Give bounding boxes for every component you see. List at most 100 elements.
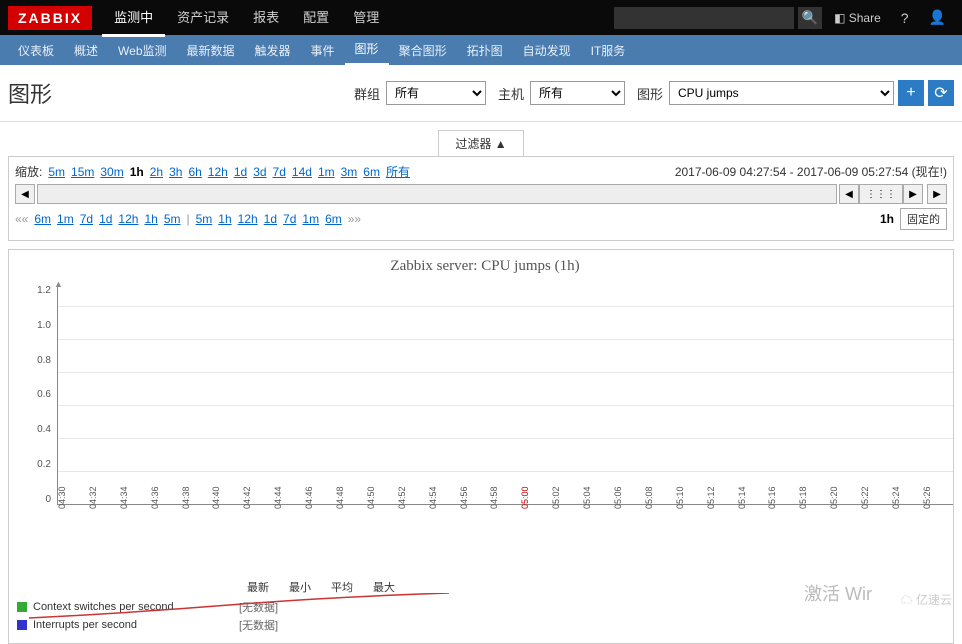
chart-body: 1.21.00.80.60.40.20 ▲ xyxy=(17,285,953,505)
graph-label: 图形 xyxy=(637,84,663,103)
nav-link[interactable]: 6m xyxy=(325,212,342,226)
sub-nav-item[interactable]: 仪表板 xyxy=(8,36,64,65)
top-nav-item[interactable]: 资产记录 xyxy=(165,0,241,37)
nav-link[interactable]: 1h xyxy=(144,212,157,226)
help-icon[interactable]: ? xyxy=(893,10,917,26)
slider-handle-mid[interactable]: ⋮⋮⋮ xyxy=(859,184,903,204)
sub-nav-item[interactable]: 最新数据 xyxy=(177,36,245,65)
filter-toggle[interactable]: 过滤器 ▲ xyxy=(438,130,523,156)
nav-sep: | xyxy=(186,212,189,226)
zoom-link[interactable]: 7d xyxy=(273,165,286,179)
nav-link[interactable]: 1m xyxy=(302,212,319,226)
y-tick: 1.2 xyxy=(17,285,51,296)
search-input[interactable] xyxy=(614,7,794,29)
zoom-link[interactable]: 30m xyxy=(100,165,123,179)
zoom-link[interactable]: 5m xyxy=(48,165,65,179)
filter-host: 主机 所有 xyxy=(498,81,625,105)
sub-nav: 仪表板概述Web监测最新数据触发器事件图形聚合图形拓扑图自动发现IT服务 xyxy=(0,35,962,65)
nav-link[interactable]: 12h xyxy=(238,212,258,226)
nav-link[interactable]: 5m xyxy=(196,212,213,226)
y-tick: 0.8 xyxy=(17,355,51,366)
zoom-link[interactable]: 3h xyxy=(169,165,182,179)
top-nav-item[interactable]: 管理 xyxy=(341,0,391,37)
zoom-link[interactable]: 6h xyxy=(188,165,201,179)
add-button[interactable]: + xyxy=(898,80,924,106)
slider-handle-left[interactable]: ◀ xyxy=(839,184,859,204)
current-range: 1h xyxy=(880,212,894,226)
top-nav-item[interactable]: 监测中 xyxy=(102,0,165,37)
zoom-link[interactable]: 2h xyxy=(150,165,163,179)
nav-links: «« 6m 1m 7d 1d 12h 1h 5m | 5m 1h 12h 1d 7d 1m 6m »» xyxy=(15,212,361,226)
zoom-link[interactable]: 12h xyxy=(208,165,228,179)
slider-next[interactable]: ▶ xyxy=(927,184,947,204)
nav-suffix: »» xyxy=(348,212,361,226)
group-label: 群组 xyxy=(354,84,380,103)
y-tick: 0.4 xyxy=(17,424,51,435)
zoom-label: 缩放: xyxy=(15,163,42,180)
nav-link[interactable]: 1d xyxy=(99,212,112,226)
nav-link[interactable]: 1h xyxy=(218,212,231,226)
y-tick: 0 xyxy=(17,494,51,505)
logo[interactable]: ZABBIX xyxy=(8,6,92,30)
top-nav-items: 监测中资产记录报表配置管理 xyxy=(102,0,614,37)
nav-link[interactable]: 5m xyxy=(164,212,181,226)
x-tick: 05:26 xyxy=(922,478,962,509)
zoom-link[interactable]: 1h xyxy=(130,165,144,179)
top-nav-item[interactable]: 报表 xyxy=(241,0,291,37)
zoom-link[interactable]: 15m xyxy=(71,165,94,179)
sub-nav-item[interactable]: Web监测 xyxy=(108,36,176,65)
legend-swatch xyxy=(17,602,27,612)
zoom-link[interactable]: 所有 xyxy=(386,163,410,180)
sub-nav-item[interactable]: 触发器 xyxy=(245,36,301,65)
filter-graph: 图形 CPU jumps xyxy=(637,81,894,105)
zoom-link[interactable]: 1d xyxy=(234,165,247,179)
zoom-link[interactable]: 6m xyxy=(363,165,380,179)
nav-link[interactable]: 12h xyxy=(118,212,138,226)
watermark-activate: 激活 Wir xyxy=(804,580,872,606)
page-title: 图形 xyxy=(8,77,52,109)
filter-tab-row: 过滤器 ▲ xyxy=(0,130,962,156)
graph-select[interactable]: CPU jumps xyxy=(669,81,894,105)
sub-nav-item[interactable]: 事件 xyxy=(301,36,345,65)
slider-prev[interactable]: ◀ xyxy=(15,184,35,204)
nav-link[interactable]: 7d xyxy=(80,212,93,226)
sub-nav-item[interactable]: 图形 xyxy=(345,34,389,66)
y-tick: 1.0 xyxy=(17,320,51,331)
nav-right-btns: ◀ ⋮⋮⋮ ▶ ▶ xyxy=(839,184,947,204)
decorative-curve xyxy=(29,593,449,623)
slider-track[interactable] xyxy=(37,184,837,204)
top-right: 🔍 ◧ Share ? 👤 xyxy=(614,7,954,29)
nav-link[interactable]: 7d xyxy=(283,212,296,226)
sub-nav-item[interactable]: 聚合图形 xyxy=(389,36,457,65)
top-nav: ZABBIX 监测中资产记录报表配置管理 🔍 ◧ Share ? 👤 xyxy=(0,0,962,35)
zoom-links: 缩放: 5m 15m 30m 1h 2h 3h 6h 12h 1d 3d 7d 14d 1m 3m 6m 所有 xyxy=(15,163,410,180)
top-nav-item[interactable]: 配置 xyxy=(291,0,341,37)
host-select[interactable]: 所有 xyxy=(530,81,625,105)
nav-link[interactable]: 1m xyxy=(57,212,74,226)
host-label: 主机 xyxy=(498,84,524,103)
group-select[interactable]: 所有 xyxy=(386,81,486,105)
zoom-link[interactable]: 1m xyxy=(318,165,335,179)
zoom-row: 缩放: 5m 15m 30m 1h 2h 3h 6h 12h 1d 3d 7d 14d 1m 3m 6m 所有… xyxy=(15,163,947,180)
zoom-link[interactable]: 14d xyxy=(292,165,312,179)
nav-link[interactable]: 1d xyxy=(264,212,277,226)
sub-nav-item[interactable]: IT服务 xyxy=(581,36,636,65)
search-icon[interactable]: 🔍 xyxy=(798,7,822,29)
refresh-button[interactable]: ⟳ xyxy=(928,80,954,106)
slider-handle-right[interactable]: ▶ xyxy=(903,184,923,204)
plot: ▲ xyxy=(57,285,953,505)
zoom-link[interactable]: 3d xyxy=(253,165,266,179)
sub-nav-item[interactable]: 自动发现 xyxy=(513,36,581,65)
y-tick: 0.6 xyxy=(17,389,51,400)
time-controls: 缩放: 5m 15m 30m 1h 2h 3h 6h 12h 1d 3d 7d 14d 1m 3m 6m 所有… xyxy=(8,156,954,241)
sub-nav-item[interactable]: 概述 xyxy=(64,36,108,65)
user-icon[interactable]: 👤 xyxy=(921,9,954,26)
share-button[interactable]: ◧ Share xyxy=(826,11,889,25)
zoom-link[interactable]: 3m xyxy=(341,165,358,179)
nav-prefix: «« xyxy=(15,212,28,226)
sub-nav-item[interactable]: 拓扑图 xyxy=(457,36,513,65)
fixed-label[interactable]: 固定的 xyxy=(900,208,947,230)
nav-link[interactable]: 6m xyxy=(34,212,51,226)
page-header: 图形 群组 所有 主机 所有 图形 CPU jumps + ⟳ xyxy=(0,65,962,122)
nav-row: «« 6m 1m 7d 1d 12h 1h 5m | 5m 1h 12h 1d 7d 1m 6m »» 1h… xyxy=(15,208,947,230)
